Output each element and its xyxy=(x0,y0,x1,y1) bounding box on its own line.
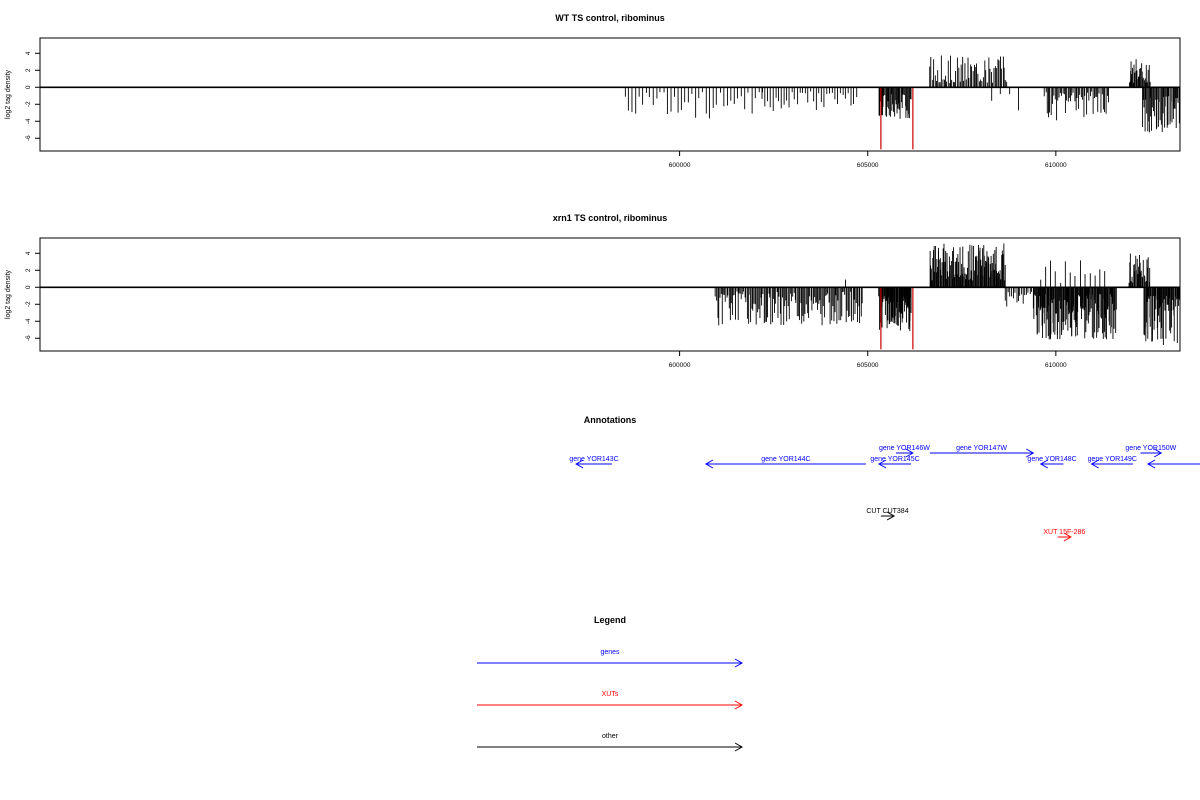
annotation-label: gene YOR143C xyxy=(569,456,618,463)
x-tick-label: 610000 xyxy=(1045,162,1067,169)
annotation-arrow-head xyxy=(1090,459,1099,469)
annotation-label: gene YOR149C xyxy=(1088,456,1137,463)
x-tick-label: 605000 xyxy=(857,362,879,369)
x-tick-label: 600000 xyxy=(669,162,691,169)
annotation-arrow xyxy=(1039,459,1064,469)
y-tick-label: -2 xyxy=(25,301,32,307)
wt-panel: WT TS control, ribominus log2 tag density… xyxy=(5,13,1181,169)
annotation-arrow-head xyxy=(878,459,887,469)
legend-arrow-genes xyxy=(477,658,744,668)
annotation-label: gene YOR145C xyxy=(870,456,919,463)
x-tick-label: 605000 xyxy=(857,162,879,169)
annotation-arrow xyxy=(1147,459,1200,469)
annotation-label: gene YOR146W xyxy=(879,445,930,452)
annotation-arrow-head xyxy=(1026,448,1035,458)
signal-bars xyxy=(714,243,1181,345)
annotation-arrow xyxy=(1090,459,1133,469)
y-tick-label: -4 xyxy=(25,118,32,124)
legend-arrow-other-head xyxy=(734,742,744,752)
legend-title: Legend xyxy=(594,615,626,625)
annotation-arrow-head xyxy=(886,511,896,521)
y-axis-label: log2 tag density xyxy=(5,69,12,119)
annotation-arrow xyxy=(929,448,1035,458)
annotations-panel: Annotations gene YOR143C gene YOR144C gene … xyxy=(569,415,1200,542)
legend-arrow-other xyxy=(477,742,744,752)
y-tick-label: -6 xyxy=(25,135,32,141)
annotation-arrow-head xyxy=(1039,459,1049,469)
annotation-arrow-head xyxy=(1147,459,1156,469)
annotation-arrow xyxy=(575,459,612,469)
y-tick-label: 0 xyxy=(25,285,32,289)
signal-bars xyxy=(624,55,1181,133)
y-tick-label: 2 xyxy=(25,268,32,272)
chart-title: WT TS control, ribominus xyxy=(555,13,665,23)
annotation-label: XUT 15F-286 xyxy=(1043,529,1085,536)
legend-label-other: other xyxy=(602,733,619,740)
annotation-arrow xyxy=(1140,448,1163,458)
annotation-arrow-head xyxy=(575,459,584,469)
annotation-arrow xyxy=(1057,532,1072,542)
annotation-arrow xyxy=(880,511,896,521)
annotation-arrow xyxy=(895,448,914,458)
annotation-arrow xyxy=(878,459,911,469)
legend-arrow-genes-head xyxy=(734,658,744,668)
y-axis-label: log2 tag density xyxy=(5,269,12,319)
chart-title: xrn1 TS control, ribominus xyxy=(553,213,668,223)
annotation-arrow-head xyxy=(704,459,714,469)
annotation-arrow-head xyxy=(905,448,914,458)
annotation-label: gene YOR144C xyxy=(761,456,810,463)
annotations-title: Annotations xyxy=(584,415,637,425)
y-tick-label: 4 xyxy=(25,251,32,255)
legend-label-xuts: XUTs xyxy=(602,691,619,698)
annotation-label: CUT CUT384 xyxy=(866,508,908,515)
y-tick-label: -4 xyxy=(25,318,32,324)
legend-arrow-xuts-head xyxy=(734,700,744,710)
annotation-label: gene YOR147W xyxy=(956,445,1007,452)
annotation-arrow xyxy=(704,459,866,469)
x-tick-label: 600000 xyxy=(669,362,691,369)
y-tick-label: 0 xyxy=(25,85,32,89)
annotation-label: gene YOR150W xyxy=(1125,445,1176,452)
legend-arrow-xuts xyxy=(477,700,744,710)
xrn1-panel: xrn1 TS control, ribominus log2 tag densi… xyxy=(5,213,1181,369)
annotation-arrow-head xyxy=(1063,532,1072,542)
legend-label-genes: genes xyxy=(600,649,620,656)
y-tick-label: -6 xyxy=(25,335,32,341)
annotation-label: gene YOR148C xyxy=(1027,456,1076,463)
y-tick-label: -2 xyxy=(25,101,32,107)
annotation-arrow-head xyxy=(1153,448,1163,458)
legend-panel: Legend genes XUTs other xyxy=(477,615,744,752)
y-tick-label: 4 xyxy=(25,51,32,55)
y-tick-label: 2 xyxy=(25,68,32,72)
x-tick-label: 610000 xyxy=(1045,362,1067,369)
